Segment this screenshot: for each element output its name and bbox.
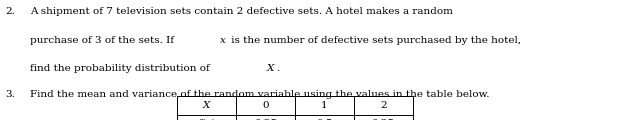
Text: 0.25: 0.25 <box>372 119 395 120</box>
Text: 0.25: 0.25 <box>254 119 277 120</box>
Text: purchase of 3 of the sets. If: purchase of 3 of the sets. If <box>30 36 178 45</box>
Text: 2.: 2. <box>5 7 15 16</box>
Text: f(x): f(x) <box>197 119 216 120</box>
Text: .: . <box>276 64 279 73</box>
Text: A shipment of 7 television sets contain 2 defective sets. A hotel makes a random: A shipment of 7 television sets contain … <box>30 7 453 16</box>
Text: X: X <box>203 101 210 110</box>
Text: 2: 2 <box>380 101 387 110</box>
Text: is the number of defective sets purchased by the hotel,: is the number of defective sets purchase… <box>228 36 521 45</box>
Text: find the probability distribution of: find the probability distribution of <box>30 64 213 73</box>
Text: 1: 1 <box>321 101 328 110</box>
Text: x: x <box>220 36 226 45</box>
Text: Find the mean and variance of the random variable using the values in the table : Find the mean and variance of the random… <box>30 90 490 99</box>
Bar <box>177 96 413 120</box>
Text: 3.: 3. <box>5 90 15 99</box>
Text: 0: 0 <box>262 101 269 110</box>
Text: X: X <box>266 64 274 73</box>
Text: 0.5: 0.5 <box>316 119 333 120</box>
